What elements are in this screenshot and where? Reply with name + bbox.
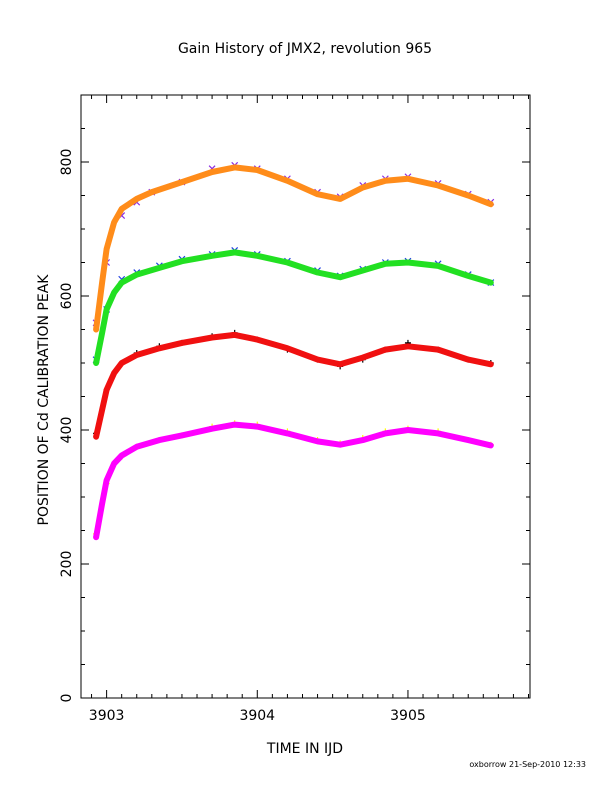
- y-axis-label: POSITION OF Cd CALIBRATION PEAK: [36, 274, 52, 526]
- x-axis-label: TIME IN IJD: [266, 741, 343, 757]
- y-tick-label: 600: [59, 283, 75, 310]
- y-tick-label: 0: [59, 694, 75, 703]
- series-1-line: [93, 164, 494, 333]
- series-7-line: [93, 421, 494, 541]
- y-tick-label: 800: [59, 149, 75, 176]
- x-tick-label: 3903: [89, 708, 125, 724]
- series-3-line: [93, 249, 494, 366]
- x-tick-label: 3904: [239, 708, 275, 724]
- x-tick-label: 3905: [390, 708, 426, 724]
- y-tick-label: 400: [59, 417, 75, 444]
- footer-credit: oxborrow 21-Sep-2010 12:33: [469, 760, 586, 769]
- y-tick-label: 200: [59, 551, 75, 578]
- series-5-line: [93, 331, 494, 440]
- chart-title: Gain History of JMX2, revolution 965: [178, 41, 432, 57]
- plot-area: 3903 3904 3905 0 200 400 600 800: [59, 94, 531, 724]
